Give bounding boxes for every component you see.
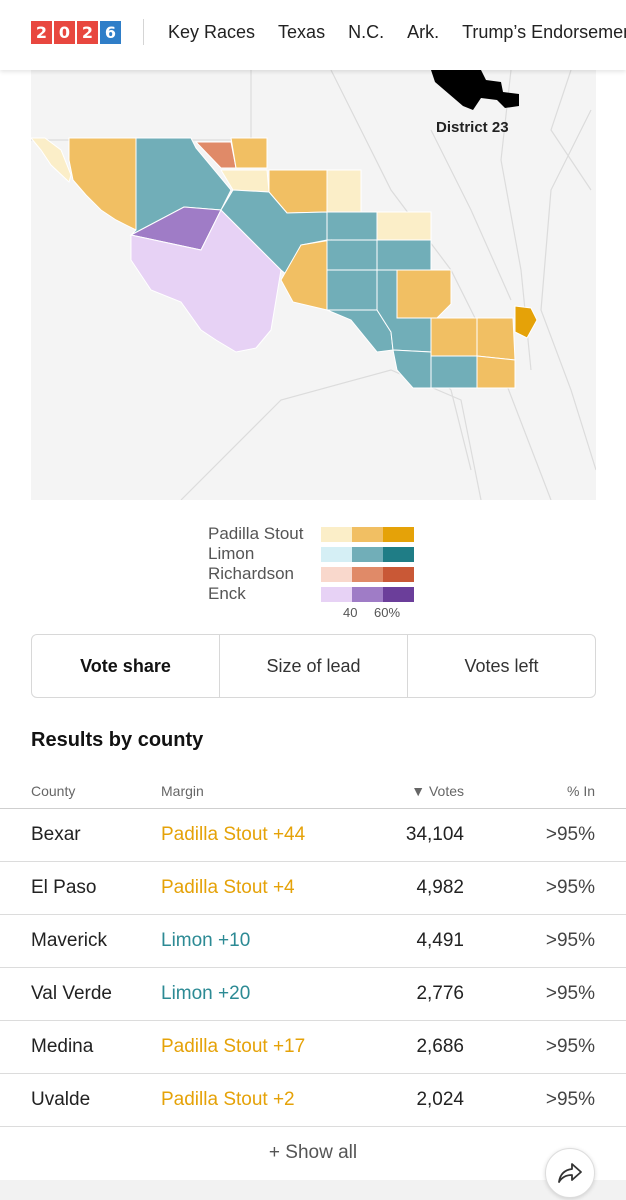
- county-name: Maverick: [31, 930, 108, 951]
- nav-link-key-races[interactable]: Key Races: [168, 22, 256, 42]
- toggle-size-of-lead[interactable]: Size of lead: [220, 635, 408, 697]
- table-row[interactable]: Val Verde Limon +20 2,776 >95%: [0, 968, 626, 1021]
- legend-tick-low: 40: [343, 605, 358, 620]
- county-pct-in: >95%: [545, 930, 595, 951]
- county-votes: 2,686: [416, 1036, 464, 1057]
- county-margin: Padilla Stout +44: [161, 824, 306, 845]
- legend-swatch: [352, 586, 383, 602]
- table-row[interactable]: Uvalde Padilla Stout +2 2,024 >95%: [0, 1074, 626, 1127]
- legend-row: Richardson: [208, 564, 414, 584]
- table-row[interactable]: Medina Padilla Stout +17 2,686 >95%: [0, 1021, 626, 1074]
- share-button[interactable]: [545, 1148, 595, 1198]
- nav-link-trump-endorsements[interactable]: Trump’s Endorsements: [462, 22, 626, 42]
- header-pct-in[interactable]: % In: [566, 783, 595, 799]
- legend-row: Enck: [208, 584, 414, 604]
- legend-swatch: [321, 546, 352, 562]
- header-county[interactable]: County: [31, 783, 76, 799]
- legend-swatch: [383, 546, 414, 562]
- county-margin: Padilla Stout +4: [161, 877, 295, 898]
- nav-divider: [143, 19, 144, 45]
- county-margin: Padilla Stout +2: [161, 1089, 295, 1110]
- legend-candidate-name: Enck: [208, 584, 246, 603]
- county-margin: Limon +20: [161, 983, 251, 1004]
- legend-swatch: [321, 586, 352, 602]
- county-pct-in: >95%: [545, 983, 595, 1004]
- county-votes: 2,776: [416, 983, 464, 1004]
- table-header: County Margin ▼ Votes % In: [0, 773, 626, 809]
- legend-swatch: [352, 526, 383, 542]
- county-pct-in: >95%: [545, 877, 595, 898]
- legend-row: Limon: [208, 544, 414, 564]
- county-pct-in: >95%: [545, 1089, 595, 1110]
- header-votes[interactable]: ▼ Votes: [411, 783, 464, 799]
- county-margin: Padilla Stout +17: [161, 1036, 306, 1057]
- legend-swatch: [352, 546, 383, 562]
- map-mode-toggle: Vote share Size of lead Votes left: [31, 634, 596, 698]
- legend-candidate-name: Limon: [208, 544, 255, 563]
- show-all-button[interactable]: + Show all: [268, 1142, 358, 1163]
- bottom-bar: [0, 1180, 626, 1200]
- county-votes: 4,491: [416, 930, 464, 951]
- legend-candidate-name: Richardson: [208, 564, 294, 583]
- district-23-shape[interactable]: [431, 70, 519, 110]
- legend-swatch: [321, 526, 352, 542]
- section-title: Results by county: [31, 729, 204, 751]
- logo-digit: 2: [31, 21, 52, 44]
- district-label: District 23: [436, 119, 509, 136]
- toggle-votes-left[interactable]: Votes left: [464, 655, 539, 676]
- counties: [31, 137, 538, 389]
- share-icon: [558, 1163, 582, 1183]
- nav-link-ark[interactable]: Ark.: [407, 22, 440, 42]
- county-name: El Paso: [31, 877, 97, 898]
- legend-candidate-name: Padilla Stout: [208, 524, 304, 543]
- county-votes: 4,982: [416, 877, 464, 898]
- district-map[interactable]: District 23: [31, 70, 596, 500]
- county-name: Val Verde: [31, 983, 112, 1004]
- county-pct-in: >95%: [545, 1036, 595, 1057]
- logo-digit: 6: [100, 21, 121, 44]
- logo-digit: 0: [54, 21, 75, 44]
- county-margin: Limon +10: [161, 930, 251, 951]
- table-row[interactable]: Bexar Padilla Stout +44 34,104 >95%: [0, 809, 626, 862]
- top-nav: 2 0 2 6 Key Races Texas N.C. Ark. Trump’…: [0, 0, 626, 70]
- results-table: County Margin ▼ Votes % In Bexar Padilla…: [0, 773, 626, 1179]
- county-name: Medina: [31, 1036, 94, 1057]
- county-votes: 2,024: [416, 1089, 464, 1110]
- legend-swatch: [321, 566, 352, 582]
- toggle-vote-share[interactable]: Vote share: [32, 635, 220, 697]
- county-pct-in: >95%: [545, 824, 595, 845]
- table-row[interactable]: El Paso Padilla Stout +4 4,982 >95%: [0, 862, 626, 915]
- table-row[interactable]: Maverick Limon +10 4,491 >95%: [0, 915, 626, 968]
- county-name: Uvalde: [31, 1089, 91, 1110]
- county-votes: 34,104: [405, 824, 464, 845]
- county-map-svg: District 23: [31, 70, 596, 500]
- legend-swatch: [352, 566, 383, 582]
- map-legend: Padilla Stout Limon Richardson Enck 40 6…: [208, 524, 414, 620]
- legend-swatch: [383, 586, 414, 602]
- nav-link-nc[interactable]: N.C.: [348, 22, 385, 42]
- county-name: Bexar: [31, 824, 81, 845]
- nav-link-texas[interactable]: Texas: [278, 22, 326, 42]
- logo-digit: 2: [77, 21, 98, 44]
- nav-links: Key Races Texas N.C. Ark. Trump’s Endors…: [168, 21, 626, 43]
- header-margin[interactable]: Margin: [161, 783, 204, 799]
- legend-row: Padilla Stout: [208, 524, 414, 544]
- legend-swatch: [383, 566, 414, 582]
- legend-tick-high: 60%: [374, 605, 401, 620]
- logo-2026[interactable]: 2 0 2 6: [31, 21, 121, 44]
- legend-swatch: [383, 526, 414, 542]
